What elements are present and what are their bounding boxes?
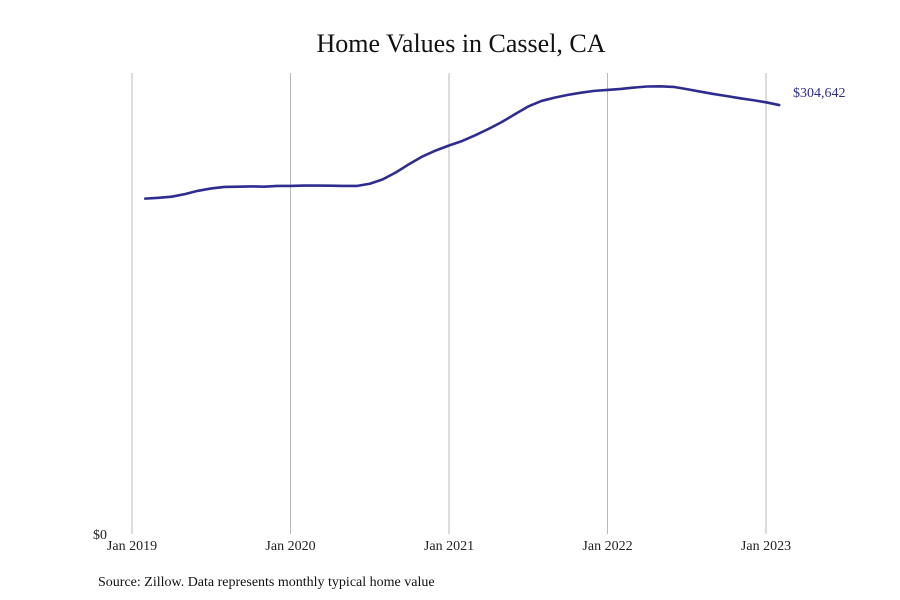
source-note: Source: Zillow. Data represents monthly …	[98, 575, 435, 590]
x-tick-label: Jan 2023	[741, 539, 791, 554]
x-tick-label: Jan 2021	[424, 539, 474, 554]
x-tick-label: Jan 2022	[582, 539, 632, 554]
chart-title: Home Values in Cassel, CA	[316, 29, 605, 58]
x-tick-label: Jan 2020	[265, 539, 315, 554]
grid-lines	[131, 73, 767, 534]
y-tick-label-zero: $0	[93, 528, 107, 543]
last-value-label: $304,642	[793, 86, 846, 101]
x-axis-ticks: Jan 2019 Jan 2020 Jan 2021 Jan 2022 Jan 2023	[107, 539, 791, 554]
x-tick-label: Jan 2019	[107, 539, 157, 554]
home-value-line	[143, 85, 781, 200]
